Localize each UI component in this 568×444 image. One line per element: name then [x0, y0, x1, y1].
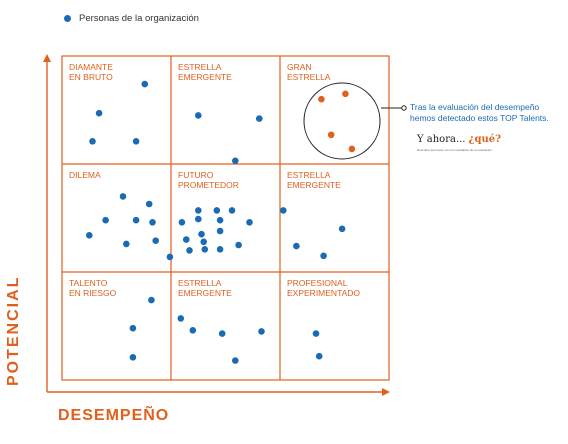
data-point: [216, 216, 224, 224]
data-point: [216, 227, 224, 235]
data-point: [86, 232, 93, 239]
data-point: [148, 296, 155, 304]
data-point: [141, 80, 149, 88]
data-point: [178, 219, 186, 226]
cell-label: DIAMANTE EN BRUTO: [69, 62, 113, 82]
cell-label: DILEMA: [69, 170, 101, 180]
data-point: [195, 215, 202, 223]
top-talent-point: [318, 95, 325, 103]
data-point: [228, 207, 236, 214]
data-point: [235, 241, 242, 249]
data-point: [129, 324, 137, 332]
annotation-line-1: Tras la evaluación del desempeño: [410, 102, 540, 112]
logo-tagline: Descubre qué hacer con los resultados de…: [417, 148, 492, 152]
data-point: [123, 240, 130, 248]
data-point: [186, 247, 193, 254]
data-point: [218, 330, 226, 337]
cell-label: TALENTO EN RIESGO: [69, 278, 117, 298]
top-talent-point: [342, 90, 349, 98]
legend-marker-icon: [64, 15, 71, 22]
legend-label: Personas de la organización: [79, 13, 199, 24]
data-point: [189, 327, 197, 334]
data-point: [183, 236, 190, 243]
data-point: [201, 246, 209, 253]
annotation-line-2: hemos detectado estos TOP Talents.: [410, 113, 549, 123]
y-axis-label: POTENCIAL: [5, 275, 22, 386]
logo-accent-text: ¿qué?: [468, 134, 502, 145]
data-point: [177, 315, 185, 322]
cell-label: ESTRELLA EMERGENTE: [287, 170, 341, 190]
data-point: [145, 200, 153, 208]
grid: [61, 55, 390, 381]
data-point: [232, 157, 239, 165]
data-point: [216, 246, 224, 253]
cell-label: ESTRELLA EMERGENTE: [178, 62, 232, 82]
data-point: [102, 216, 109, 224]
data-point: [132, 216, 140, 224]
data-point: [293, 242, 300, 250]
data-point: [132, 138, 140, 145]
data-point: [198, 230, 205, 238]
data-point: [213, 207, 221, 214]
data-point: [195, 207, 202, 214]
legend: Personas de la organización: [64, 13, 199, 24]
data-point: [89, 138, 96, 145]
data-point: [149, 219, 156, 226]
data-point: [315, 352, 323, 360]
data-point: [200, 238, 207, 246]
top-talent-highlight-circle: [303, 82, 381, 160]
top-talent-point: [327, 131, 335, 139]
cell-label: ESTRELLA EMERGENTE: [178, 278, 232, 298]
data-point: [129, 354, 137, 361]
data-point: [258, 328, 265, 335]
data-point: [95, 109, 103, 117]
data-point: [166, 253, 174, 261]
data-points: [86, 80, 356, 364]
logo-main-text: Y ahora...: [417, 134, 469, 145]
data-point: [119, 193, 127, 200]
cell-label: GRAN ESTRELLA: [287, 62, 331, 82]
cell-label: FUTURO PROMETEDOR: [178, 170, 239, 190]
cell-label: PROFESIONAL EXPERIMENTADO: [287, 278, 361, 298]
x-axis-label: DESEMPEÑO: [58, 407, 170, 424]
data-point: [232, 357, 239, 364]
grid-border: [61, 55, 390, 381]
data-point: [152, 237, 159, 244]
data-point: [280, 207, 287, 214]
top-talent-point: [348, 145, 356, 153]
data-point: [255, 115, 263, 122]
logo: Y ahora... ¿qué? Descubre qué hacer con …: [417, 129, 501, 152]
data-point: [312, 330, 320, 337]
annotation-text: Tras la evaluación del desempeño hemos d…: [410, 102, 568, 124]
data-point: [195, 112, 202, 119]
data-point: [320, 252, 327, 260]
annotation-connector-end: [401, 105, 407, 111]
data-point: [246, 219, 253, 226]
data-point: [338, 225, 346, 233]
